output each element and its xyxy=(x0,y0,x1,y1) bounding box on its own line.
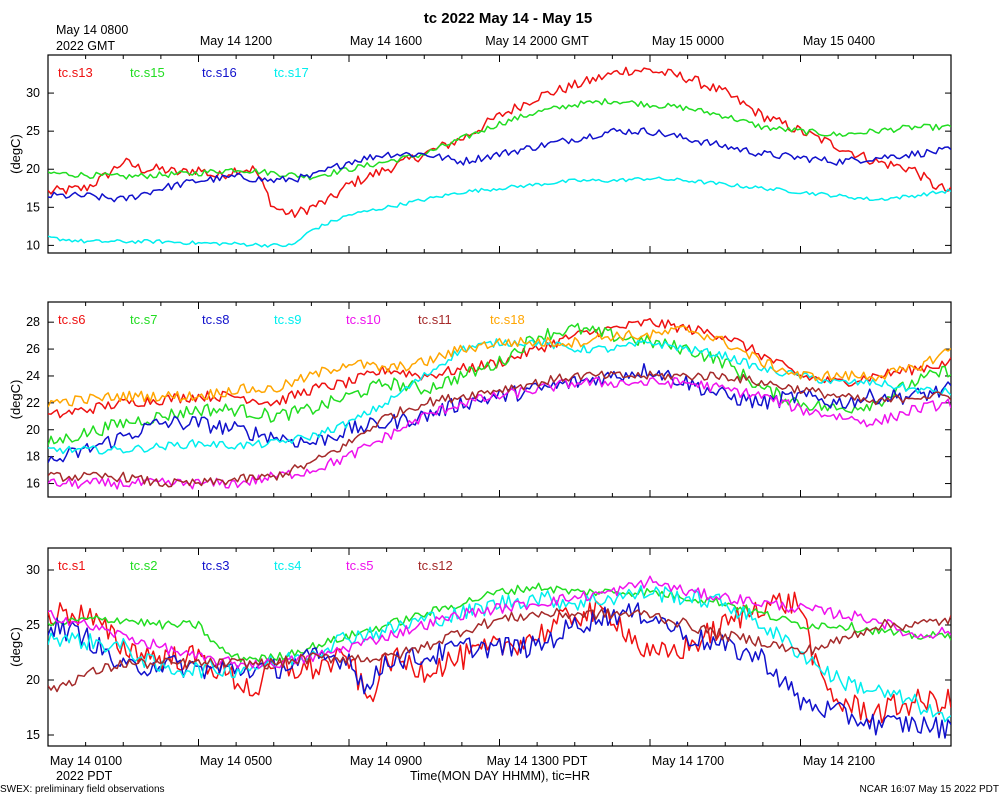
series-line-tc-s2 xyxy=(48,582,951,663)
bottom-axis-label: May 14 0100 xyxy=(50,754,122,768)
series-line-tc-s17 xyxy=(48,176,951,248)
top-axis-first-label: May 14 0800 xyxy=(56,23,128,37)
series-group xyxy=(48,66,951,248)
y-tick-label: 25 xyxy=(26,618,40,632)
y-tick-label: 15 xyxy=(26,728,40,742)
bottom-axis-label: May 14 1700 xyxy=(652,754,724,768)
series-line-tc-s18 xyxy=(48,325,951,408)
bottom-axis-label: May 14 1300 PDT xyxy=(487,754,588,768)
y-tick-label: 25 xyxy=(26,124,40,138)
top-axis-label: May 14 1600 xyxy=(350,34,422,48)
y-axis-label: (degC) xyxy=(8,380,23,420)
series-line-tc-s4 xyxy=(48,585,951,723)
y-tick-label: 20 xyxy=(26,423,40,437)
bottom-axis-label: May 14 2100 xyxy=(803,754,875,768)
legend-tc-s16: tc.s16 xyxy=(202,65,237,80)
series-line-tc-s5 xyxy=(48,575,951,670)
footer-left: SWEX: preliminary field observations xyxy=(0,784,165,795)
legend-tc-s13: tc.s13 xyxy=(58,65,93,80)
legend-tc-s12: tc.s12 xyxy=(418,558,453,573)
series-line-tc-s12 xyxy=(48,607,951,693)
top-axis-label: May 14 2000 GMT xyxy=(485,34,589,48)
y-tick-label: 20 xyxy=(26,162,40,176)
legend-tc-s9: tc.s9 xyxy=(274,312,301,327)
top-axis-label: May 15 0000 xyxy=(652,34,724,48)
y-axis-label: (degC) xyxy=(8,134,23,174)
series-line-tc-s11 xyxy=(48,370,951,488)
series-line-tc-s10 xyxy=(48,376,951,490)
legend-tc-s2: tc.s2 xyxy=(130,558,157,573)
y-tick-label: 30 xyxy=(26,86,40,100)
series-line-tc-s15 xyxy=(48,98,951,181)
y-tick-label: 15 xyxy=(26,200,40,214)
series-line-tc-s13 xyxy=(48,66,951,218)
chart-panel: 16 18 20 22 24 26 28 (degC) tc.s6 tc.s7 tc.s8 tc.s9… xyxy=(8,301,952,498)
series-group xyxy=(48,317,951,490)
series-group xyxy=(48,575,951,739)
legend-tc-s8: tc.s8 xyxy=(202,312,229,327)
top-axis-label: May 14 1200 xyxy=(200,34,272,48)
legend-tc-s4: tc.s4 xyxy=(274,558,301,573)
bottom-axis-label: May 14 0500 xyxy=(200,754,272,768)
y-tick-label: 28 xyxy=(26,315,40,329)
chart-title: tc 2022 May 14 - May 15 xyxy=(424,10,592,27)
legend-tc-s5: tc.s5 xyxy=(346,558,373,573)
top-axis-label: May 15 0400 xyxy=(803,34,875,48)
plot-frame xyxy=(47,54,952,254)
y-tick-label: 26 xyxy=(26,342,40,356)
y-tick-label: 16 xyxy=(26,477,40,491)
y-tick-label: 10 xyxy=(26,238,40,252)
legend-tc-s11: tc.s11 xyxy=(418,312,452,327)
legend-tc-s18: tc.s18 xyxy=(490,312,525,327)
footer-right: NCAR 16:07 May 15 2022 PDT xyxy=(859,784,999,795)
legend-tc-s17: tc.s17 xyxy=(274,65,309,80)
y-axis-label: (degC) xyxy=(8,627,23,667)
series-line-tc-s3 xyxy=(48,602,951,739)
y-tick-label: 20 xyxy=(26,673,40,687)
legend-tc-s3: tc.s3 xyxy=(202,558,229,573)
legend-tc-s7: tc.s7 xyxy=(130,312,157,327)
series-line-tc-s7 xyxy=(48,322,951,446)
series-line-tc-s1 xyxy=(48,591,951,724)
legend-tc-s1: tc.s1 xyxy=(58,558,85,573)
top-axis-first-sublabel: 2022 GMT xyxy=(56,39,115,53)
legend-tc-s6: tc.s6 xyxy=(58,312,85,327)
legend-tc-s15: tc.s15 xyxy=(130,65,165,80)
bottom-axis-sublabel: 2022 PDT xyxy=(56,769,113,783)
chart-panel: 10 15 20 25 30 (degC) tc.s13 tc.s15 tc.s16 tc.s17 xyxy=(8,54,952,254)
y-tick-label: 24 xyxy=(26,369,40,383)
y-tick-label: 30 xyxy=(26,563,40,577)
y-tick-label: 22 xyxy=(26,396,40,410)
y-tick-label: 18 xyxy=(26,450,40,464)
x-axis-title: Time(MON DAY HHMM), tic=HR xyxy=(410,769,590,783)
legend-tc-s10: tc.s10 xyxy=(346,312,381,327)
chart-panel: 15 20 25 30 (degC) tc.s1 tc.s2 tc.s3 tc.s4 tc.s5 t… xyxy=(8,547,952,747)
series-line-tc-s16 xyxy=(48,127,951,203)
series-line-tc-s6 xyxy=(48,317,951,419)
bottom-axis-label: May 14 0900 xyxy=(350,754,422,768)
